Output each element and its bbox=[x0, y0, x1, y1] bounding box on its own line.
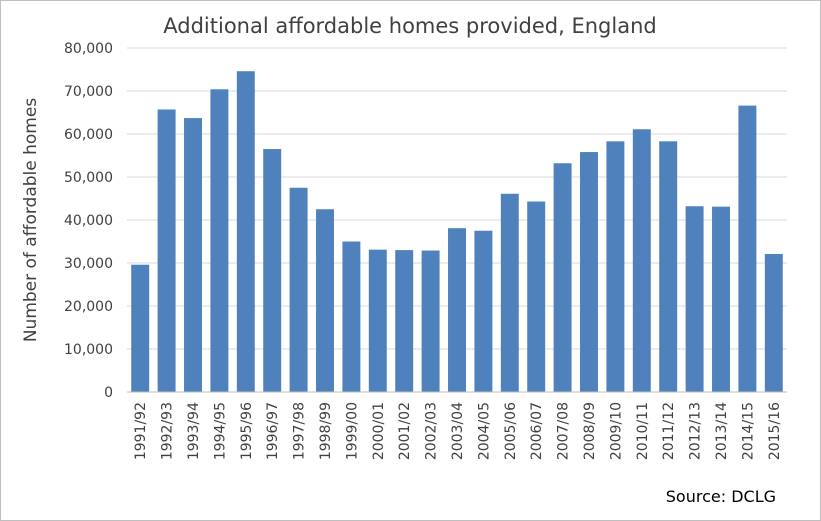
bar bbox=[553, 163, 572, 392]
x-tick-label: 2001/02 bbox=[397, 402, 413, 460]
bar bbox=[500, 193, 519, 392]
x-tick-label: 1999/00 bbox=[344, 402, 360, 460]
y-tick-label: 10,000 bbox=[64, 342, 113, 358]
bar bbox=[764, 253, 783, 392]
x-tick-label: 2008/09 bbox=[582, 402, 598, 460]
bar bbox=[236, 71, 255, 392]
bar bbox=[316, 209, 334, 392]
x-tick-label: 2005/06 bbox=[503, 402, 519, 460]
y-tick-label: 30,000 bbox=[64, 256, 113, 272]
bar bbox=[606, 141, 625, 392]
bar bbox=[263, 149, 282, 392]
x-tick-label: 1992/93 bbox=[160, 402, 176, 460]
bar bbox=[184, 118, 202, 392]
bar bbox=[210, 89, 229, 392]
y-tick-label: 20,000 bbox=[64, 299, 113, 315]
x-tick-label: 2014/15 bbox=[740, 402, 756, 460]
bar bbox=[685, 206, 704, 392]
bar bbox=[131, 264, 150, 392]
x-tick-label: 1998/99 bbox=[318, 402, 334, 460]
y-tick-label: 40,000 bbox=[64, 213, 113, 229]
y-tick-label: 80,000 bbox=[64, 41, 113, 57]
y-axis-ticks: 0 10,000 20,000 30,000 40,000 50,000 60,000 70,… bbox=[64, 41, 113, 401]
x-tick-label: 2011/12 bbox=[661, 402, 677, 460]
y-tick-label: 0 bbox=[104, 385, 113, 401]
bar bbox=[395, 250, 414, 392]
bar bbox=[580, 152, 598, 392]
bar bbox=[712, 206, 730, 392]
y-tick-label: 50,000 bbox=[64, 170, 113, 186]
x-tick-label: 2012/13 bbox=[688, 402, 704, 460]
x-axis-ticks: 1991/92 1992/93 1993/94 1994/95 1995/96 1996/… bbox=[133, 402, 783, 460]
x-tick-label: 1997/98 bbox=[292, 402, 308, 460]
x-tick-label: 2009/10 bbox=[608, 402, 624, 460]
bar bbox=[342, 241, 361, 392]
x-tick-label: 2013/14 bbox=[714, 402, 730, 460]
x-tick-label: 1994/95 bbox=[212, 402, 228, 460]
bar bbox=[289, 187, 308, 392]
bar bbox=[421, 250, 440, 392]
bars bbox=[131, 71, 783, 393]
y-axis-label: Number of affordable homes bbox=[21, 98, 41, 342]
x-tick-label: 2004/05 bbox=[476, 402, 492, 460]
x-tick-label: 1995/96 bbox=[239, 402, 255, 460]
source-note: Source: DCLG bbox=[666, 487, 776, 506]
bar bbox=[738, 105, 757, 393]
y-tick-label: 70,000 bbox=[64, 84, 113, 100]
bar bbox=[659, 141, 678, 392]
x-tick-label: 1996/97 bbox=[265, 402, 281, 460]
x-tick-label: 2000/01 bbox=[371, 402, 387, 460]
chart-title: Additional affordable homes provided, En… bbox=[163, 14, 656, 38]
x-tick-label: 2006/07 bbox=[529, 402, 545, 460]
bar bbox=[527, 201, 546, 392]
x-tick-label: 2007/08 bbox=[556, 402, 572, 460]
bar bbox=[632, 129, 651, 392]
bar bbox=[157, 109, 176, 393]
x-tick-label: 2003/04 bbox=[450, 402, 466, 460]
bar bbox=[474, 230, 493, 392]
x-tick-label: 2015/16 bbox=[767, 402, 783, 460]
bar bbox=[368, 249, 387, 392]
x-tick-label: 2010/11 bbox=[635, 402, 651, 460]
x-tick-label: 1993/94 bbox=[186, 402, 202, 460]
x-tick-label: 1991/92 bbox=[133, 402, 149, 460]
x-tick-label: 2002/03 bbox=[424, 402, 440, 460]
bar bbox=[448, 228, 466, 392]
y-tick-label: 60,000 bbox=[64, 127, 113, 143]
